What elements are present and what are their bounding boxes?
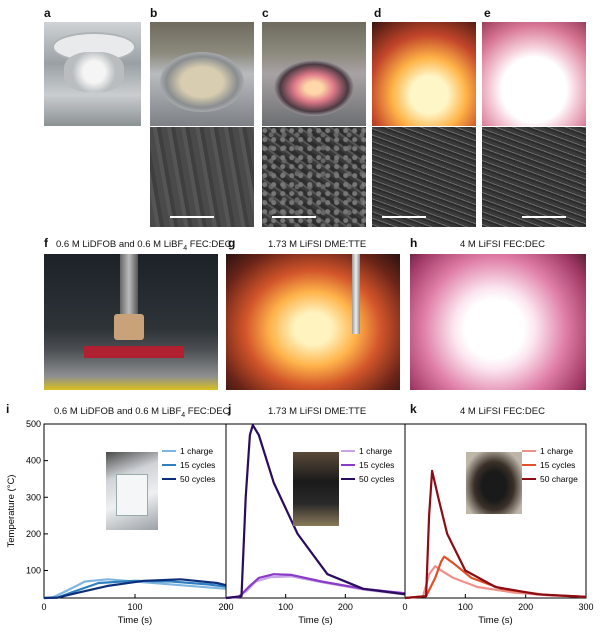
series-line-i-1 <box>43 579 227 600</box>
panel-title-g: 1.73 M LiFSI DME:TTE <box>268 239 367 250</box>
inset-photo-i-pouch-cell <box>106 452 158 530</box>
y-axis-label-i: Temperature (°C) <box>6 475 17 548</box>
scale-bar-c <box>272 216 316 218</box>
x-tick-label-j-0: 0 <box>223 602 228 612</box>
inset-photo-j-burnt-cell <box>293 452 339 526</box>
sem-image-c <box>262 127 366 227</box>
y-tick-label-i-3: 400 <box>26 456 41 466</box>
legend-label-i-2: 50 cycles <box>180 474 215 484</box>
panel-label-h: h <box>410 236 418 250</box>
panel-label-d: d <box>374 6 382 20</box>
photo-c-cup-burning <box>262 22 366 126</box>
chart-title-j: 1.73 M LiFSI DME:TTE <box>268 406 367 417</box>
panel-label-a: a <box>44 6 51 20</box>
series-line-k-1 <box>404 555 587 600</box>
x-axis-label-i: Time (s) <box>118 615 152 626</box>
x-tick-label-i-0: 0 <box>41 602 46 612</box>
x-axis-label-j: Time (s) <box>298 615 332 626</box>
x-tick-label-i-1: 100 <box>127 602 142 612</box>
x-tick-label-k-0: 0 <box>402 602 407 612</box>
legend-label-k-1: 15 cycles <box>540 460 575 470</box>
photo-d-flame <box>372 22 476 126</box>
scale-bar-b <box>170 216 214 218</box>
x-tick-label-k-1: 100 <box>458 602 473 612</box>
photo-b-cup <box>150 22 254 126</box>
legend-label-j-2: 50 cycles <box>359 474 394 484</box>
chart-title-i: 0.6 M LiDFOB and 0.6 M LiBF4 FEC:DEC <box>54 406 230 419</box>
series-line-i-2 <box>43 578 227 600</box>
panel-label-c: c <box>262 6 269 20</box>
photo-a-cup <box>44 22 141 126</box>
x-tick-label-k-2: 200 <box>518 602 533 612</box>
scale-bar-d <box>382 216 426 218</box>
x-tick-label-j-1: 100 <box>278 602 293 612</box>
photo-e-bright-burn <box>482 22 586 126</box>
panel-label-e: e <box>484 6 491 20</box>
legend-label-j-1: 15 cycles <box>359 460 394 470</box>
legend-label-i-0: 1 charge <box>180 446 213 456</box>
x-axis-label-k: Time (s) <box>478 615 512 626</box>
series-line-k-0 <box>404 565 587 600</box>
y-tick-label-i-4: 500 <box>26 419 41 429</box>
x-tick-label-i-2: 200 <box>218 602 233 612</box>
chart-title-k: 4 M LiFSI FEC:DEC <box>460 406 545 417</box>
panel-label-b: b <box>150 6 158 20</box>
photo-g-fire <box>226 254 400 390</box>
inset-photo-k-burnt-cell <box>466 452 522 514</box>
panel-title-f: 0.6 M LiDFOB and 0.6 M LiBF4 FEC:DEC <box>56 239 232 252</box>
x-tick-label-k-3: 300 <box>578 602 593 612</box>
y-tick-label-i-0: 100 <box>26 566 41 576</box>
legend-label-i-1: 15 cycles <box>180 460 215 470</box>
sem-image-e <box>482 127 586 227</box>
series-line-j-0 <box>225 575 406 600</box>
y-tick-label-i-1: 200 <box>26 529 41 539</box>
panel-label-i: i <box>6 402 10 416</box>
sem-image-b <box>150 127 254 227</box>
series-line-i-0 <box>43 578 227 600</box>
photo-h-bright-fire <box>410 254 586 390</box>
y-tick-label-i-2: 300 <box>26 492 41 502</box>
photo-f-nail-test <box>44 254 218 390</box>
sem-image-d <box>372 127 476 227</box>
legend-label-k-2: 50 charge <box>540 474 578 484</box>
panel-label-j: j <box>228 402 232 416</box>
scale-bar-e <box>522 216 566 218</box>
panel-title-h: 4 M LiFSI FEC:DEC <box>460 239 545 250</box>
panel-label-g: g <box>228 236 236 250</box>
panel-label-f: f <box>44 236 48 250</box>
legend-label-j-0: 1 charge <box>359 446 392 456</box>
panel-label-k: k <box>410 402 417 416</box>
x-tick-label-j-2: 200 <box>338 602 353 612</box>
legend-label-k-0: 1 charge <box>540 446 573 456</box>
series-line-j-1 <box>225 573 406 600</box>
